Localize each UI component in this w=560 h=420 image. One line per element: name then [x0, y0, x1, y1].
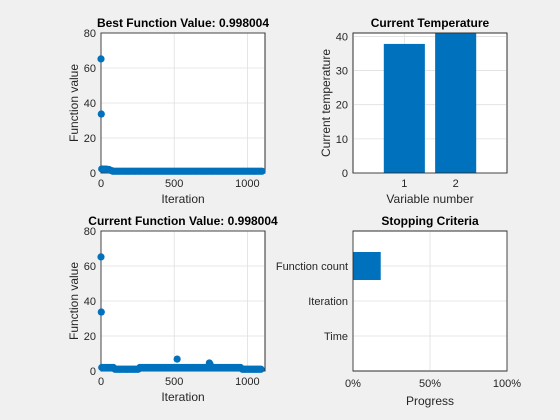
data-point [257, 365, 265, 373]
y-tick-label: 60 [84, 63, 96, 75]
y-tick-label: Function count [276, 261, 348, 273]
x-tick-label: 1 [401, 178, 407, 190]
x-tick-label: 0 [98, 376, 104, 388]
y-tick-label: 20 [336, 100, 348, 112]
y-axis-label: Function value [67, 262, 81, 340]
data-point [258, 167, 266, 175]
plot-area [352, 32, 508, 174]
y-tick-label: 40 [84, 296, 96, 308]
hbar-panel-3: 0% 50% 100% Function count Iteration Time Stop… [276, 214, 521, 408]
x-tick-label: 1000 [235, 376, 259, 388]
y-tick-label: Time [324, 331, 348, 343]
bar [435, 33, 477, 173]
y-tick-label: 30 [336, 66, 348, 78]
y-tick-label: 10 [336, 134, 348, 146]
data-point [97, 55, 105, 63]
x-tick-label: 100% [493, 378, 521, 390]
x-axis-label: Iteration [161, 192, 204, 206]
y-tick-label: 40 [336, 31, 348, 43]
y-tick-label: 0 [90, 366, 96, 378]
bar [383, 43, 425, 173]
bar [353, 252, 381, 280]
y-tick-label: 0 [342, 168, 348, 180]
data-point [97, 110, 105, 118]
y-tick-label: 40 [84, 98, 96, 110]
axes-frame [352, 230, 508, 372]
data-point [173, 355, 181, 363]
y-axis-label: Current temperature [319, 49, 333, 157]
y-axis-label: Function value [67, 64, 81, 142]
x-tick-label: 1000 [235, 178, 259, 190]
x-tick-label: 500 [165, 178, 183, 190]
x-tick-label: 500 [165, 376, 183, 388]
axes-frame [352, 32, 508, 174]
y-tick-label: 80 [84, 28, 96, 40]
x-tick-label: 2 [453, 178, 459, 190]
chart-title: Best Function Value: 0.998004 [97, 16, 269, 30]
y-tick-label: 0 [90, 168, 96, 180]
y-tick-label: 60 [84, 261, 96, 273]
chart-title: Stopping Criteria [381, 214, 479, 228]
chart-title: Current Function Value: 0.998004 [88, 214, 278, 228]
y-tick-label: 20 [84, 331, 96, 343]
chart-title: Current Temperature [371, 16, 490, 30]
y-tick-label: Iteration [308, 296, 348, 308]
x-tick-label: 50% [419, 378, 441, 390]
x-tick-label: 0% [345, 378, 361, 390]
x-axis-label: Variable number [386, 192, 473, 206]
data-point [97, 253, 105, 261]
x-axis-label: Iteration [161, 390, 204, 404]
y-tick-label: 80 [84, 226, 96, 238]
data-point [97, 308, 105, 316]
x-axis-label: Progress [406, 394, 454, 408]
y-tick-label: 20 [84, 133, 96, 145]
x-tick-label: 0 [98, 178, 104, 190]
